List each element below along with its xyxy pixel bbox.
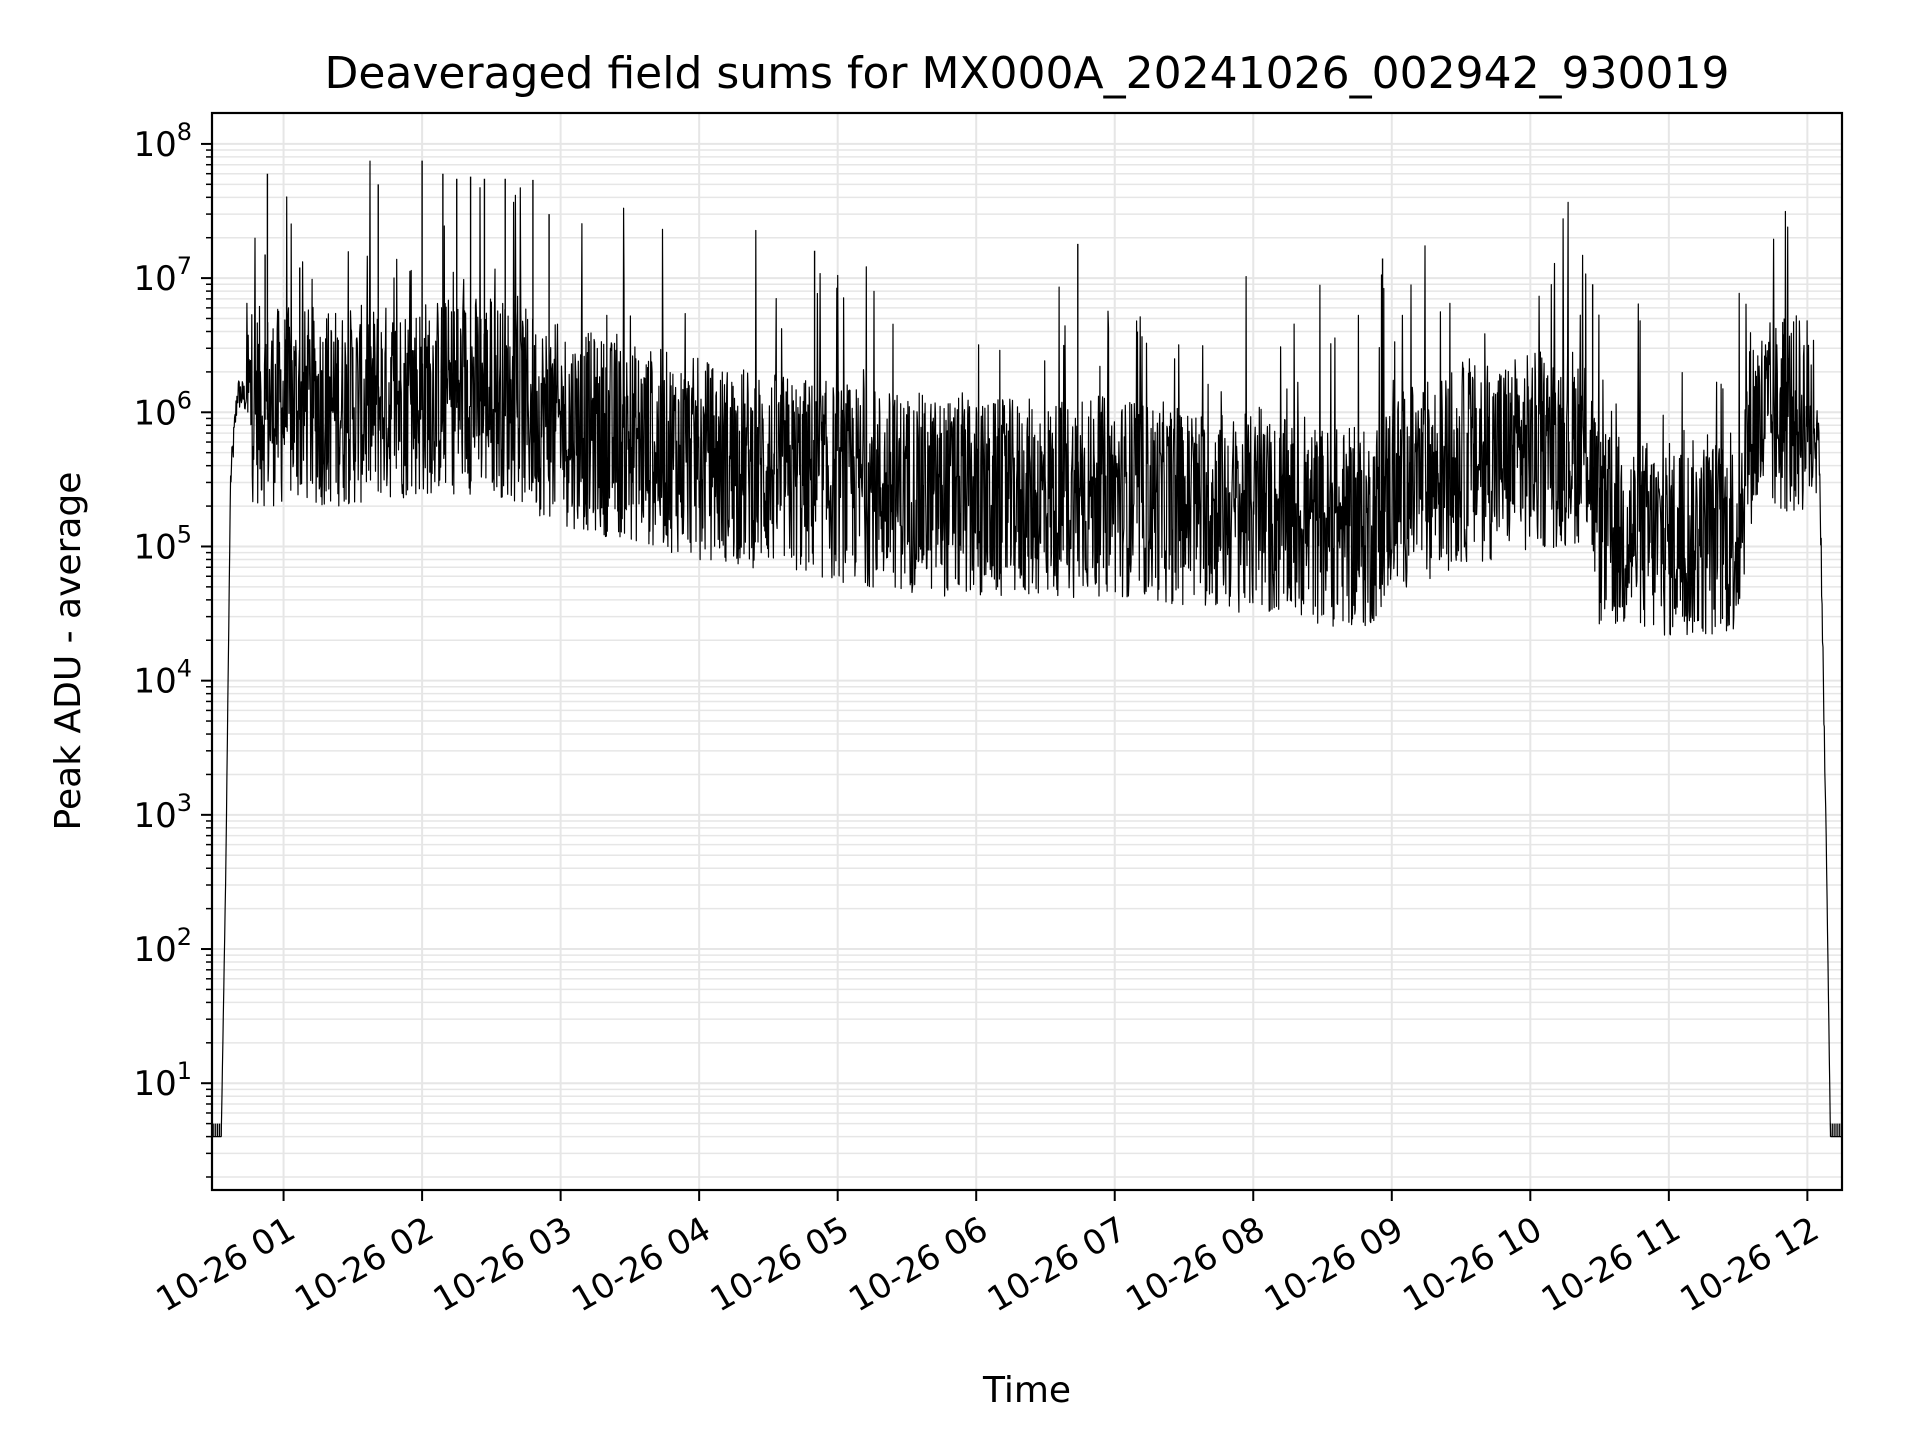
y-tick-label: 104 [133,655,192,702]
y-tick-label: 106 [133,386,192,433]
y-tick-label: 108 [133,118,192,165]
y-tick-label: 103 [133,789,192,836]
x-axis-label: Time [982,1370,1071,1411]
y-axis-label: Peak ADU - average [48,472,89,831]
y-tick-label: 102 [133,923,192,970]
chart-title: Deaveraged field sums for MX000A_2024102… [324,48,1729,99]
y-axis: 101 102 103 104 105 106 107 108 [133,118,212,1178]
grid [212,113,1842,1190]
y-tick-label: 101 [133,1057,192,1104]
y-tick-label: 107 [133,252,192,299]
series [211,160,1843,1138]
y-tick-label: 105 [133,520,192,567]
plot-frame [210,111,1844,1192]
series-line [211,160,1843,1138]
